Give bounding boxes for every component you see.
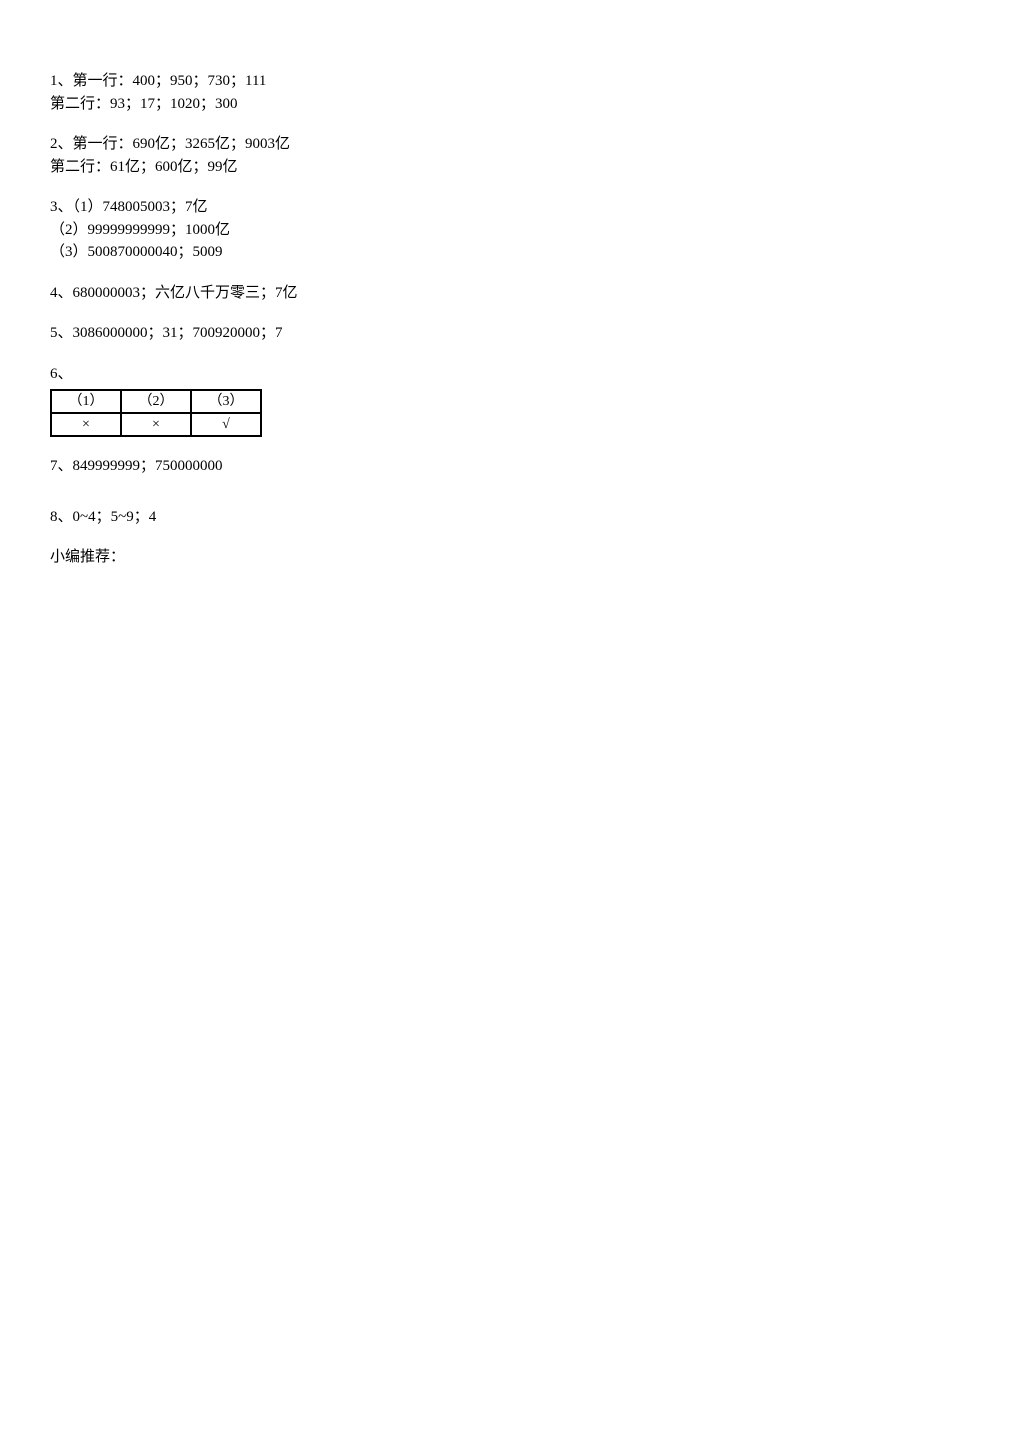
q5-text: 5、3086000000；31；700920000；7 [50, 322, 974, 345]
question-7: 7、849999999；750000000 [50, 455, 974, 478]
table-row: （1） （2） （3） [51, 390, 261, 413]
q3-line2: （2）99999999999；1000亿 [50, 219, 974, 242]
question-6: 6、 （1） （2） （3） × × √ [50, 363, 974, 438]
q7-text: 7、849999999；750000000 [50, 455, 974, 478]
table-cell-header: （3） [191, 390, 261, 413]
q6-table: （1） （2） （3） × × √ [50, 389, 262, 437]
question-4: 4、680000003；六亿八千万零三；7亿 [50, 282, 974, 305]
question-3: 3、（1）748005003；7亿 （2）99999999999；1000亿 （… [50, 196, 974, 264]
table-cell-header: （1） [51, 390, 121, 413]
q3-line1: 3、（1）748005003；7亿 [50, 196, 974, 219]
q8-text: 8、0~4；5~9；4 [50, 506, 974, 529]
table-cell-value: √ [191, 413, 261, 436]
q6-label: 6、 [50, 363, 974, 386]
question-5: 5、3086000000；31；700920000；7 [50, 322, 974, 345]
footer-text: 小编推荐： [50, 546, 974, 569]
footer-recommend: 小编推荐： [50, 546, 974, 569]
table-cell-value: × [121, 413, 191, 436]
q1-line1: 1、第一行：400；950；730；111 [50, 70, 974, 93]
q2-line1: 2、第一行：690亿；3265亿；9003亿 [50, 133, 974, 156]
question-8: 8、0~4；5~9；4 [50, 506, 974, 529]
q1-line2: 第二行：93；17；1020；300 [50, 93, 974, 116]
q4-text: 4、680000003；六亿八千万零三；7亿 [50, 282, 974, 305]
table-row: × × √ [51, 413, 261, 436]
table-cell-header: （2） [121, 390, 191, 413]
question-1: 1、第一行：400；950；730；111 第二行：93；17；1020；300 [50, 70, 974, 115]
q2-line2: 第二行：61亿；600亿；99亿 [50, 156, 974, 179]
q3-line3: （3）500870000040；5009 [50, 241, 974, 264]
table-cell-value: × [51, 413, 121, 436]
question-2: 2、第一行：690亿；3265亿；9003亿 第二行：61亿；600亿；99亿 [50, 133, 974, 178]
